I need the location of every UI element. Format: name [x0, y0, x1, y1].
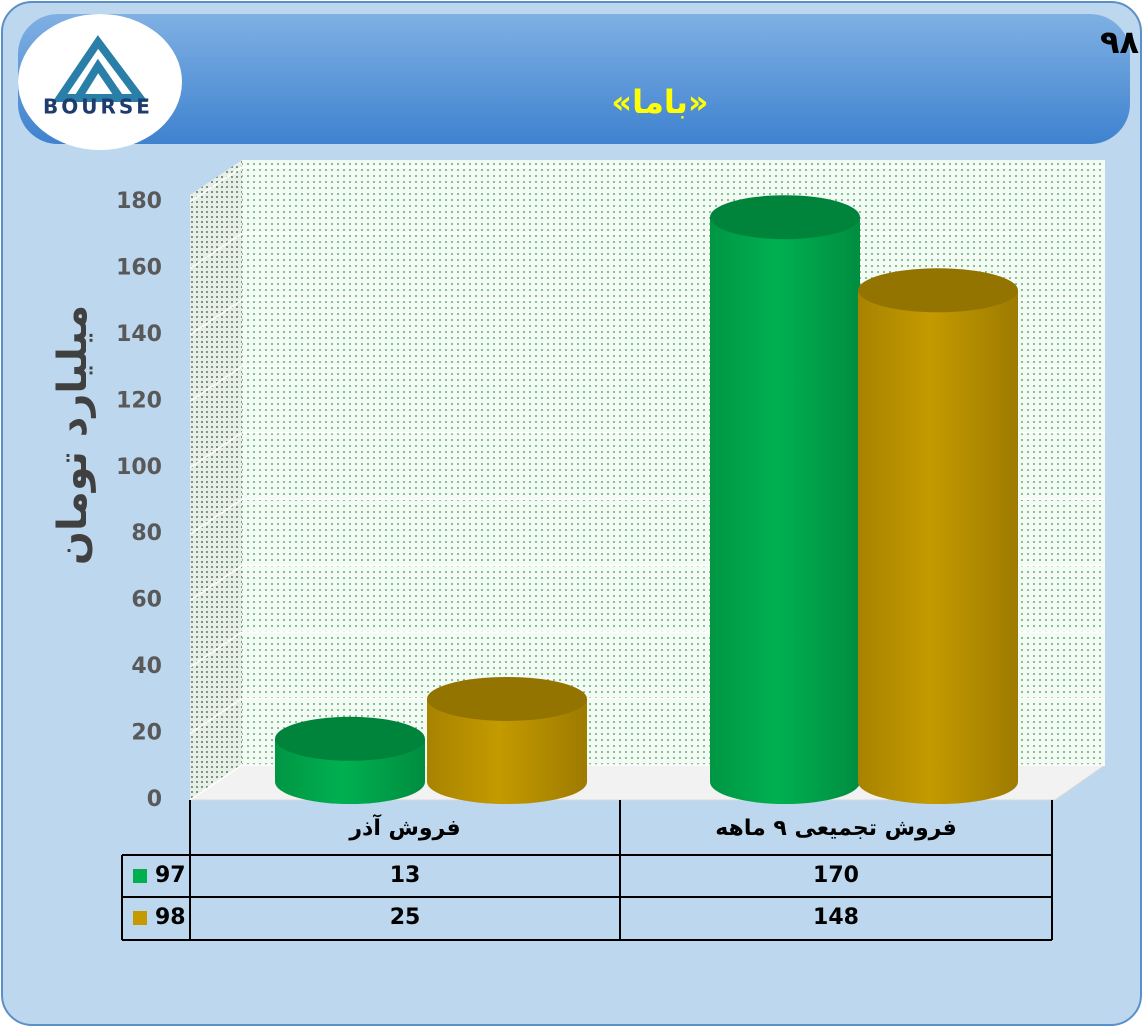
- bar-body: [710, 217, 860, 804]
- legend-label: 97: [155, 863, 186, 888]
- y-tick-label: 120: [116, 388, 162, 413]
- bar-body: [858, 290, 1018, 804]
- logo-icon: [52, 35, 148, 102]
- y-tick-label: 140: [116, 322, 162, 347]
- y-tick-label: 0: [147, 787, 162, 812]
- chart-subtitle: «باما»: [611, 83, 708, 121]
- grid-line: [189, 166, 243, 203]
- bar-body: [427, 698, 587, 804]
- grid-line: [189, 631, 243, 668]
- grid-line: [189, 498, 243, 535]
- y-tick-label: 160: [116, 255, 162, 280]
- table-value: 25: [390, 905, 421, 930]
- bar: [858, 268, 1018, 804]
- y-tick-label: 60: [131, 588, 162, 613]
- chart-title: گزارش فروش ریالی ماهانه و ۹ ماهه منتهی ب…: [1100, 22, 1143, 61]
- bar: [710, 195, 860, 804]
- bar-top: [275, 716, 425, 761]
- legend-swatch: [133, 869, 147, 883]
- logo-text: BOURSE: [43, 95, 153, 119]
- grid-line: [189, 565, 243, 602]
- grid-line: [189, 299, 243, 336]
- grid-line: [189, 232, 243, 270]
- bar-top: [427, 676, 587, 721]
- y-tick-label: 40: [131, 654, 162, 679]
- legend-label: 98: [155, 905, 186, 930]
- category-label: فروش تجمیعی ۹ ماهه: [715, 816, 957, 841]
- grid-line: [189, 432, 243, 469]
- table-value: 13: [390, 863, 421, 888]
- table-value: 148: [813, 905, 859, 930]
- y-axis-label: میلیارد تومان: [50, 305, 96, 565]
- legend-swatch: [133, 911, 147, 925]
- bar: [275, 716, 425, 804]
- category-label: فروش آذر: [348, 813, 460, 841]
- y-tick-label: 20: [131, 721, 162, 746]
- table-value: 170: [813, 863, 859, 888]
- grid-line: [189, 764, 243, 801]
- bar: [427, 676, 587, 804]
- bar-top: [858, 268, 1018, 313]
- y-tick-label: 100: [116, 455, 162, 480]
- grid-line: [189, 697, 243, 735]
- y-tick-label: 180: [116, 189, 162, 214]
- bar-top: [710, 195, 860, 240]
- logo: [18, 14, 182, 150]
- header: [18, 14, 1130, 144]
- grid-line: [189, 365, 243, 402]
- y-tick-label: 80: [131, 521, 162, 546]
- data-table: [121, 800, 1053, 941]
